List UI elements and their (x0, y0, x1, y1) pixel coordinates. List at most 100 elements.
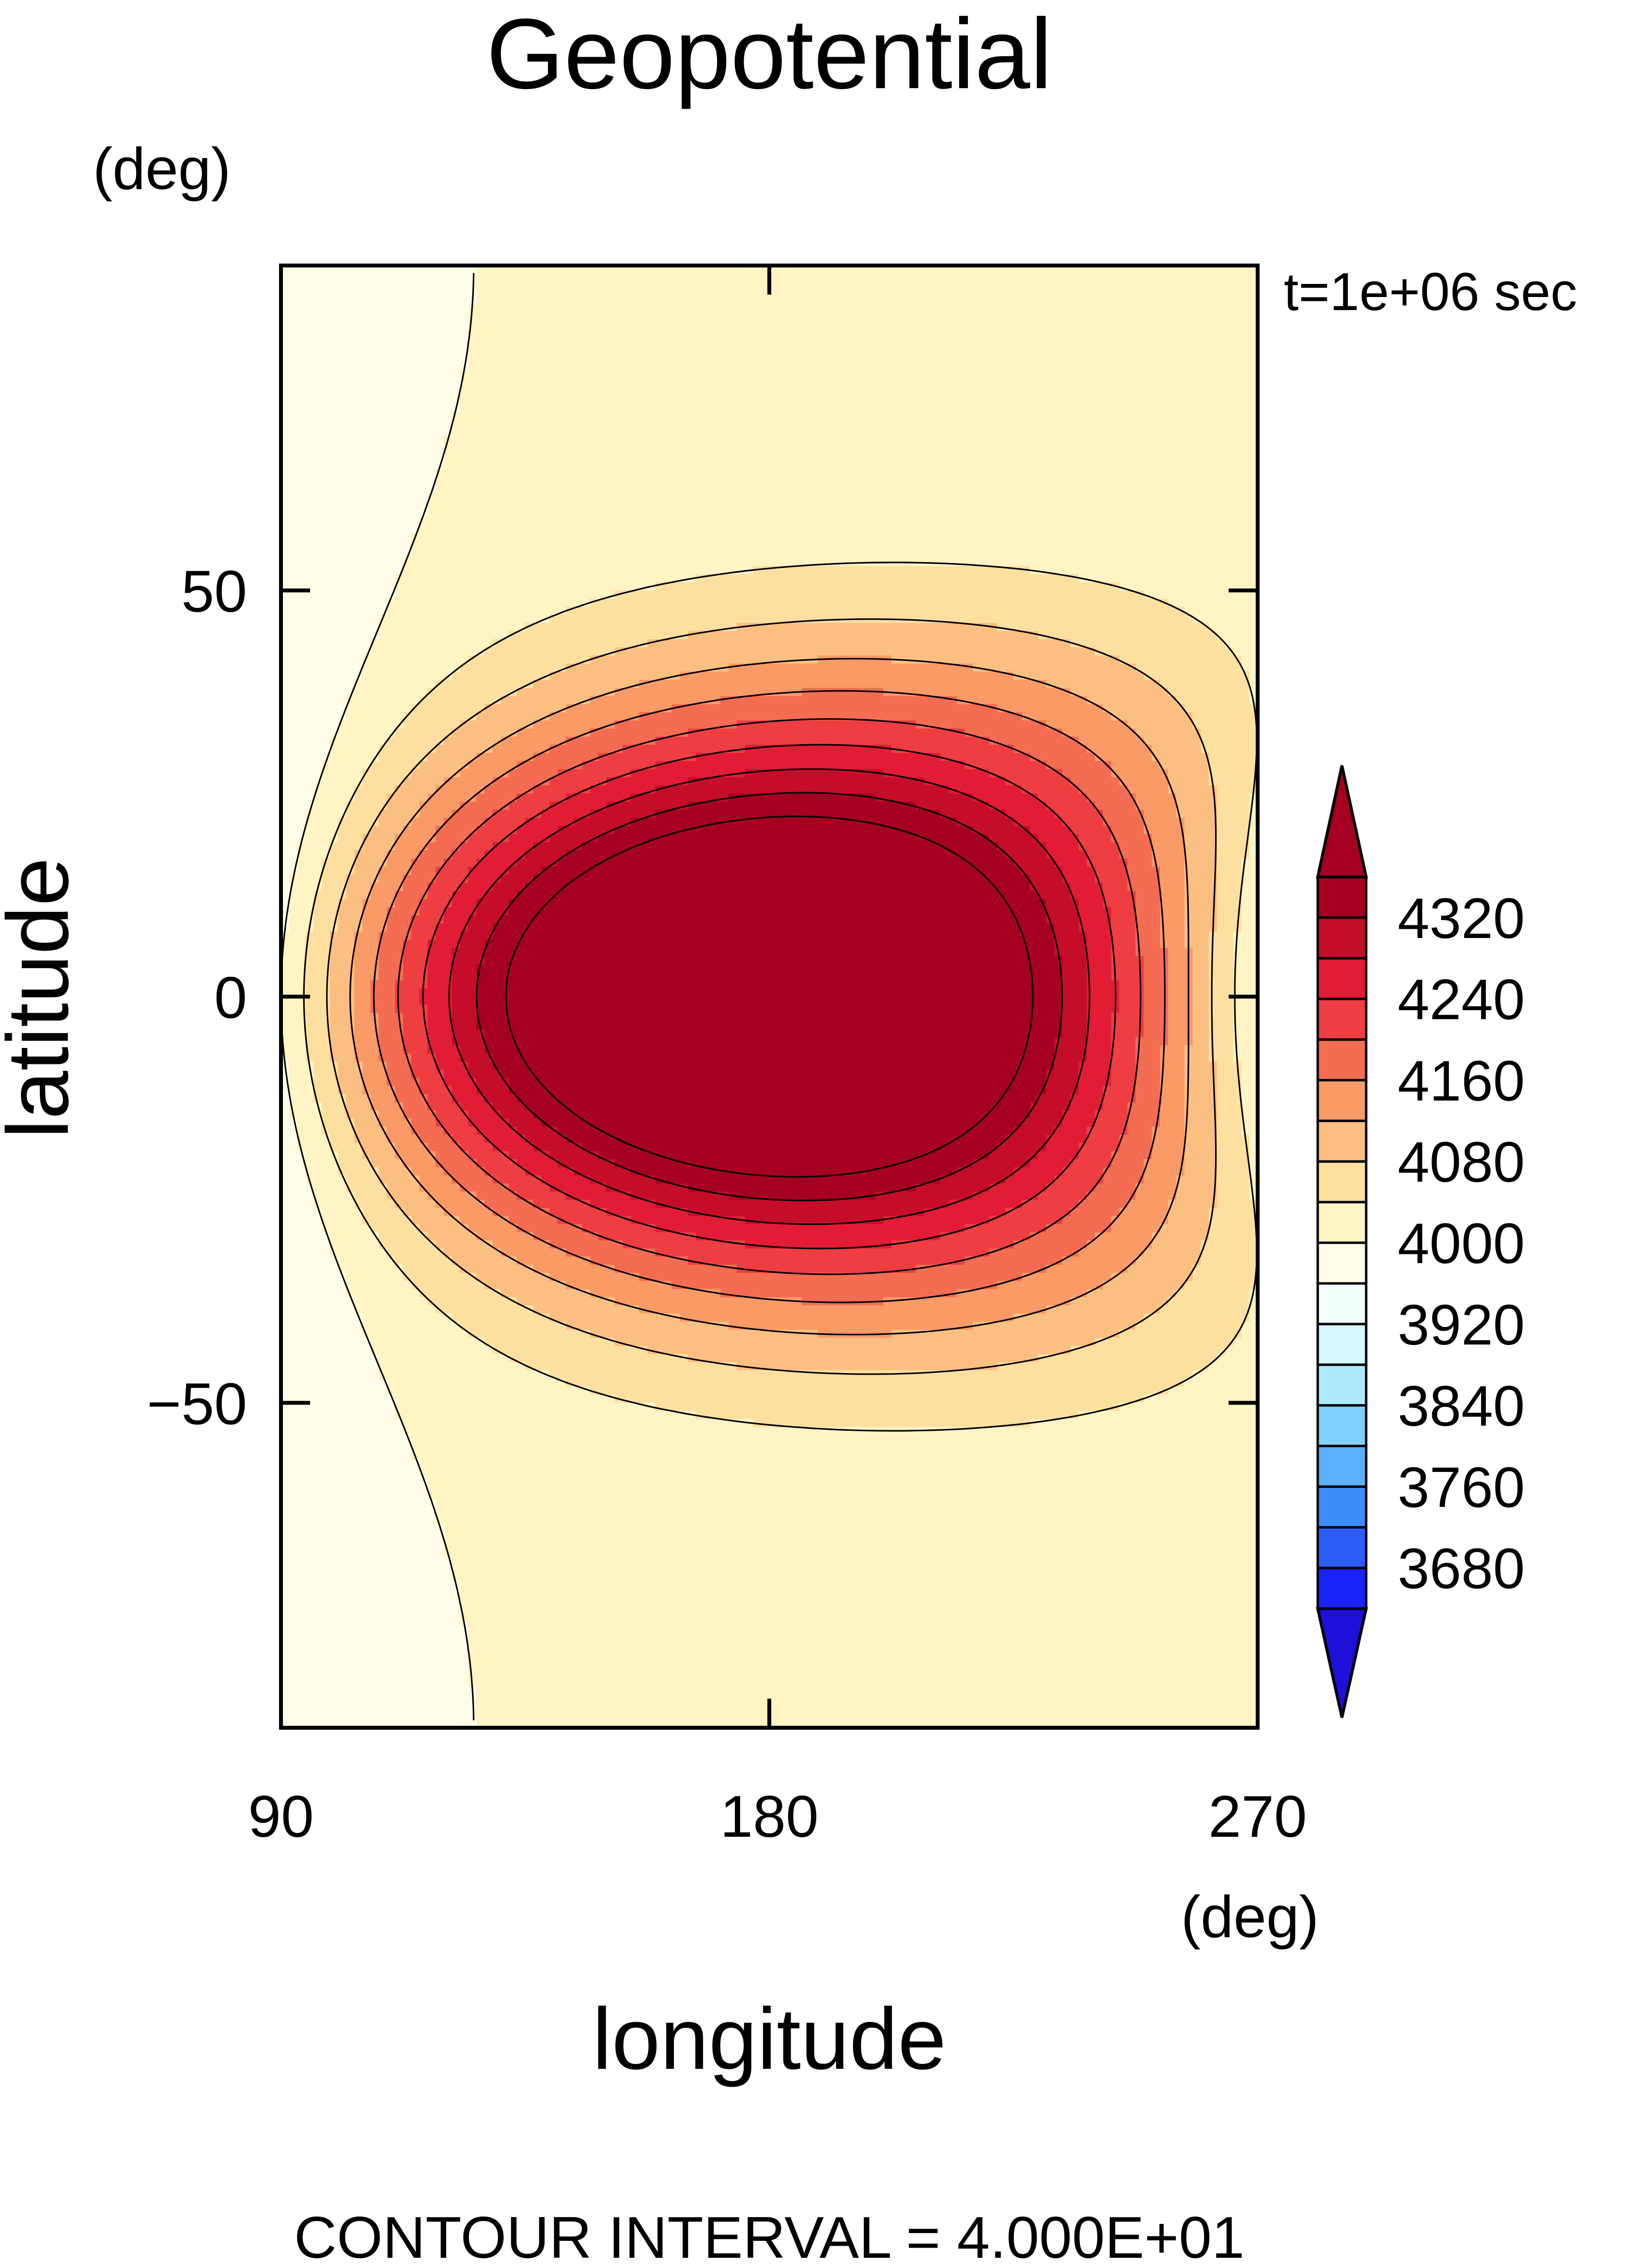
field-cell (362, 542, 371, 550)
field-cell (517, 339, 525, 347)
field-cell (891, 412, 900, 420)
field-cell (330, 274, 338, 282)
field-cell (818, 526, 826, 534)
field-cell (379, 501, 387, 509)
field-cell (1209, 388, 1217, 396)
field-cell (1046, 363, 1054, 371)
field-cell (1160, 550, 1168, 558)
field-cell (664, 322, 672, 330)
field-cell (1127, 290, 1136, 298)
field-cell (289, 477, 297, 485)
field-cell (1022, 314, 1030, 323)
field-cell (1127, 306, 1136, 314)
field-cell (851, 493, 859, 501)
field-cell (655, 493, 664, 501)
field-cell (883, 526, 891, 534)
field-cell (794, 469, 802, 477)
field-cell (598, 566, 607, 574)
field-cell (973, 574, 981, 582)
field-cell (542, 379, 550, 388)
field-cell (973, 477, 981, 485)
field-cell (549, 460, 558, 469)
field-cell (1144, 388, 1152, 396)
field-cell (403, 330, 411, 339)
field-cell (517, 453, 525, 461)
field-cell (794, 290, 802, 298)
field-cell (810, 493, 818, 501)
field-cell (395, 339, 403, 347)
field-cell (664, 298, 672, 306)
field-cell (900, 550, 908, 558)
field-cell (989, 274, 997, 282)
field-cell (1127, 453, 1136, 461)
field-cell (330, 501, 338, 509)
field-cell (973, 453, 981, 461)
field-cell (1071, 420, 1079, 428)
field-cell (842, 542, 851, 550)
field-cell (1119, 282, 1127, 290)
field-cell (655, 526, 664, 534)
field-cell (1209, 404, 1217, 412)
field-cell (525, 371, 533, 379)
field-cell (704, 322, 713, 330)
field-cell (1200, 460, 1209, 469)
field-cell (908, 493, 916, 501)
field-cell (1103, 533, 1111, 542)
field-cell (1038, 436, 1046, 444)
field-cell (444, 582, 452, 591)
field-cell (387, 485, 395, 493)
field-cell (533, 485, 542, 493)
field-cell (753, 339, 761, 347)
field-cell (493, 444, 501, 453)
field-cell (875, 379, 883, 388)
field-cell (1233, 517, 1242, 526)
field-cell (346, 330, 354, 339)
field-cell (981, 355, 989, 363)
field-cell (354, 314, 362, 323)
field-cell (1200, 574, 1209, 582)
field-cell (362, 444, 371, 453)
field-cell (891, 550, 900, 558)
field-cell (1217, 330, 1225, 339)
field-cell (468, 355, 476, 363)
field-cell (615, 574, 623, 582)
field-cell (1054, 306, 1062, 314)
field-cell (932, 282, 940, 290)
field-cell (639, 363, 647, 371)
field-cell (517, 485, 525, 493)
field-cell (313, 428, 322, 436)
field-cell (484, 388, 493, 396)
field-cell (387, 363, 395, 371)
field-cell (1193, 566, 1201, 574)
field-cell (542, 420, 550, 428)
field-cell (501, 477, 509, 485)
field-cell (704, 501, 713, 509)
field-cell (810, 388, 818, 396)
field-cell (322, 274, 330, 282)
field-cell (371, 533, 379, 542)
field-cell (842, 533, 851, 542)
field-cell (484, 314, 493, 323)
field-cell (420, 420, 428, 428)
field-cell (354, 493, 362, 501)
field-cell (794, 509, 802, 517)
field-cell (737, 509, 745, 517)
field-cell (761, 469, 769, 477)
field-cell (574, 388, 582, 396)
field-cell (590, 566, 598, 574)
field-cell (1103, 339, 1111, 347)
field-cell (623, 460, 631, 469)
field-cell (631, 420, 639, 428)
field-cell (794, 404, 802, 412)
field-cell (1193, 428, 1201, 436)
field-cell (737, 558, 745, 566)
field-cell (664, 550, 672, 558)
field-cell (1241, 485, 1249, 493)
field-cell (322, 330, 330, 339)
field-cell (745, 574, 753, 582)
field-cell (834, 428, 842, 436)
field-cell (924, 428, 932, 436)
field-cell (509, 282, 517, 290)
field-cell (1013, 550, 1022, 558)
field-cell (1005, 526, 1013, 534)
